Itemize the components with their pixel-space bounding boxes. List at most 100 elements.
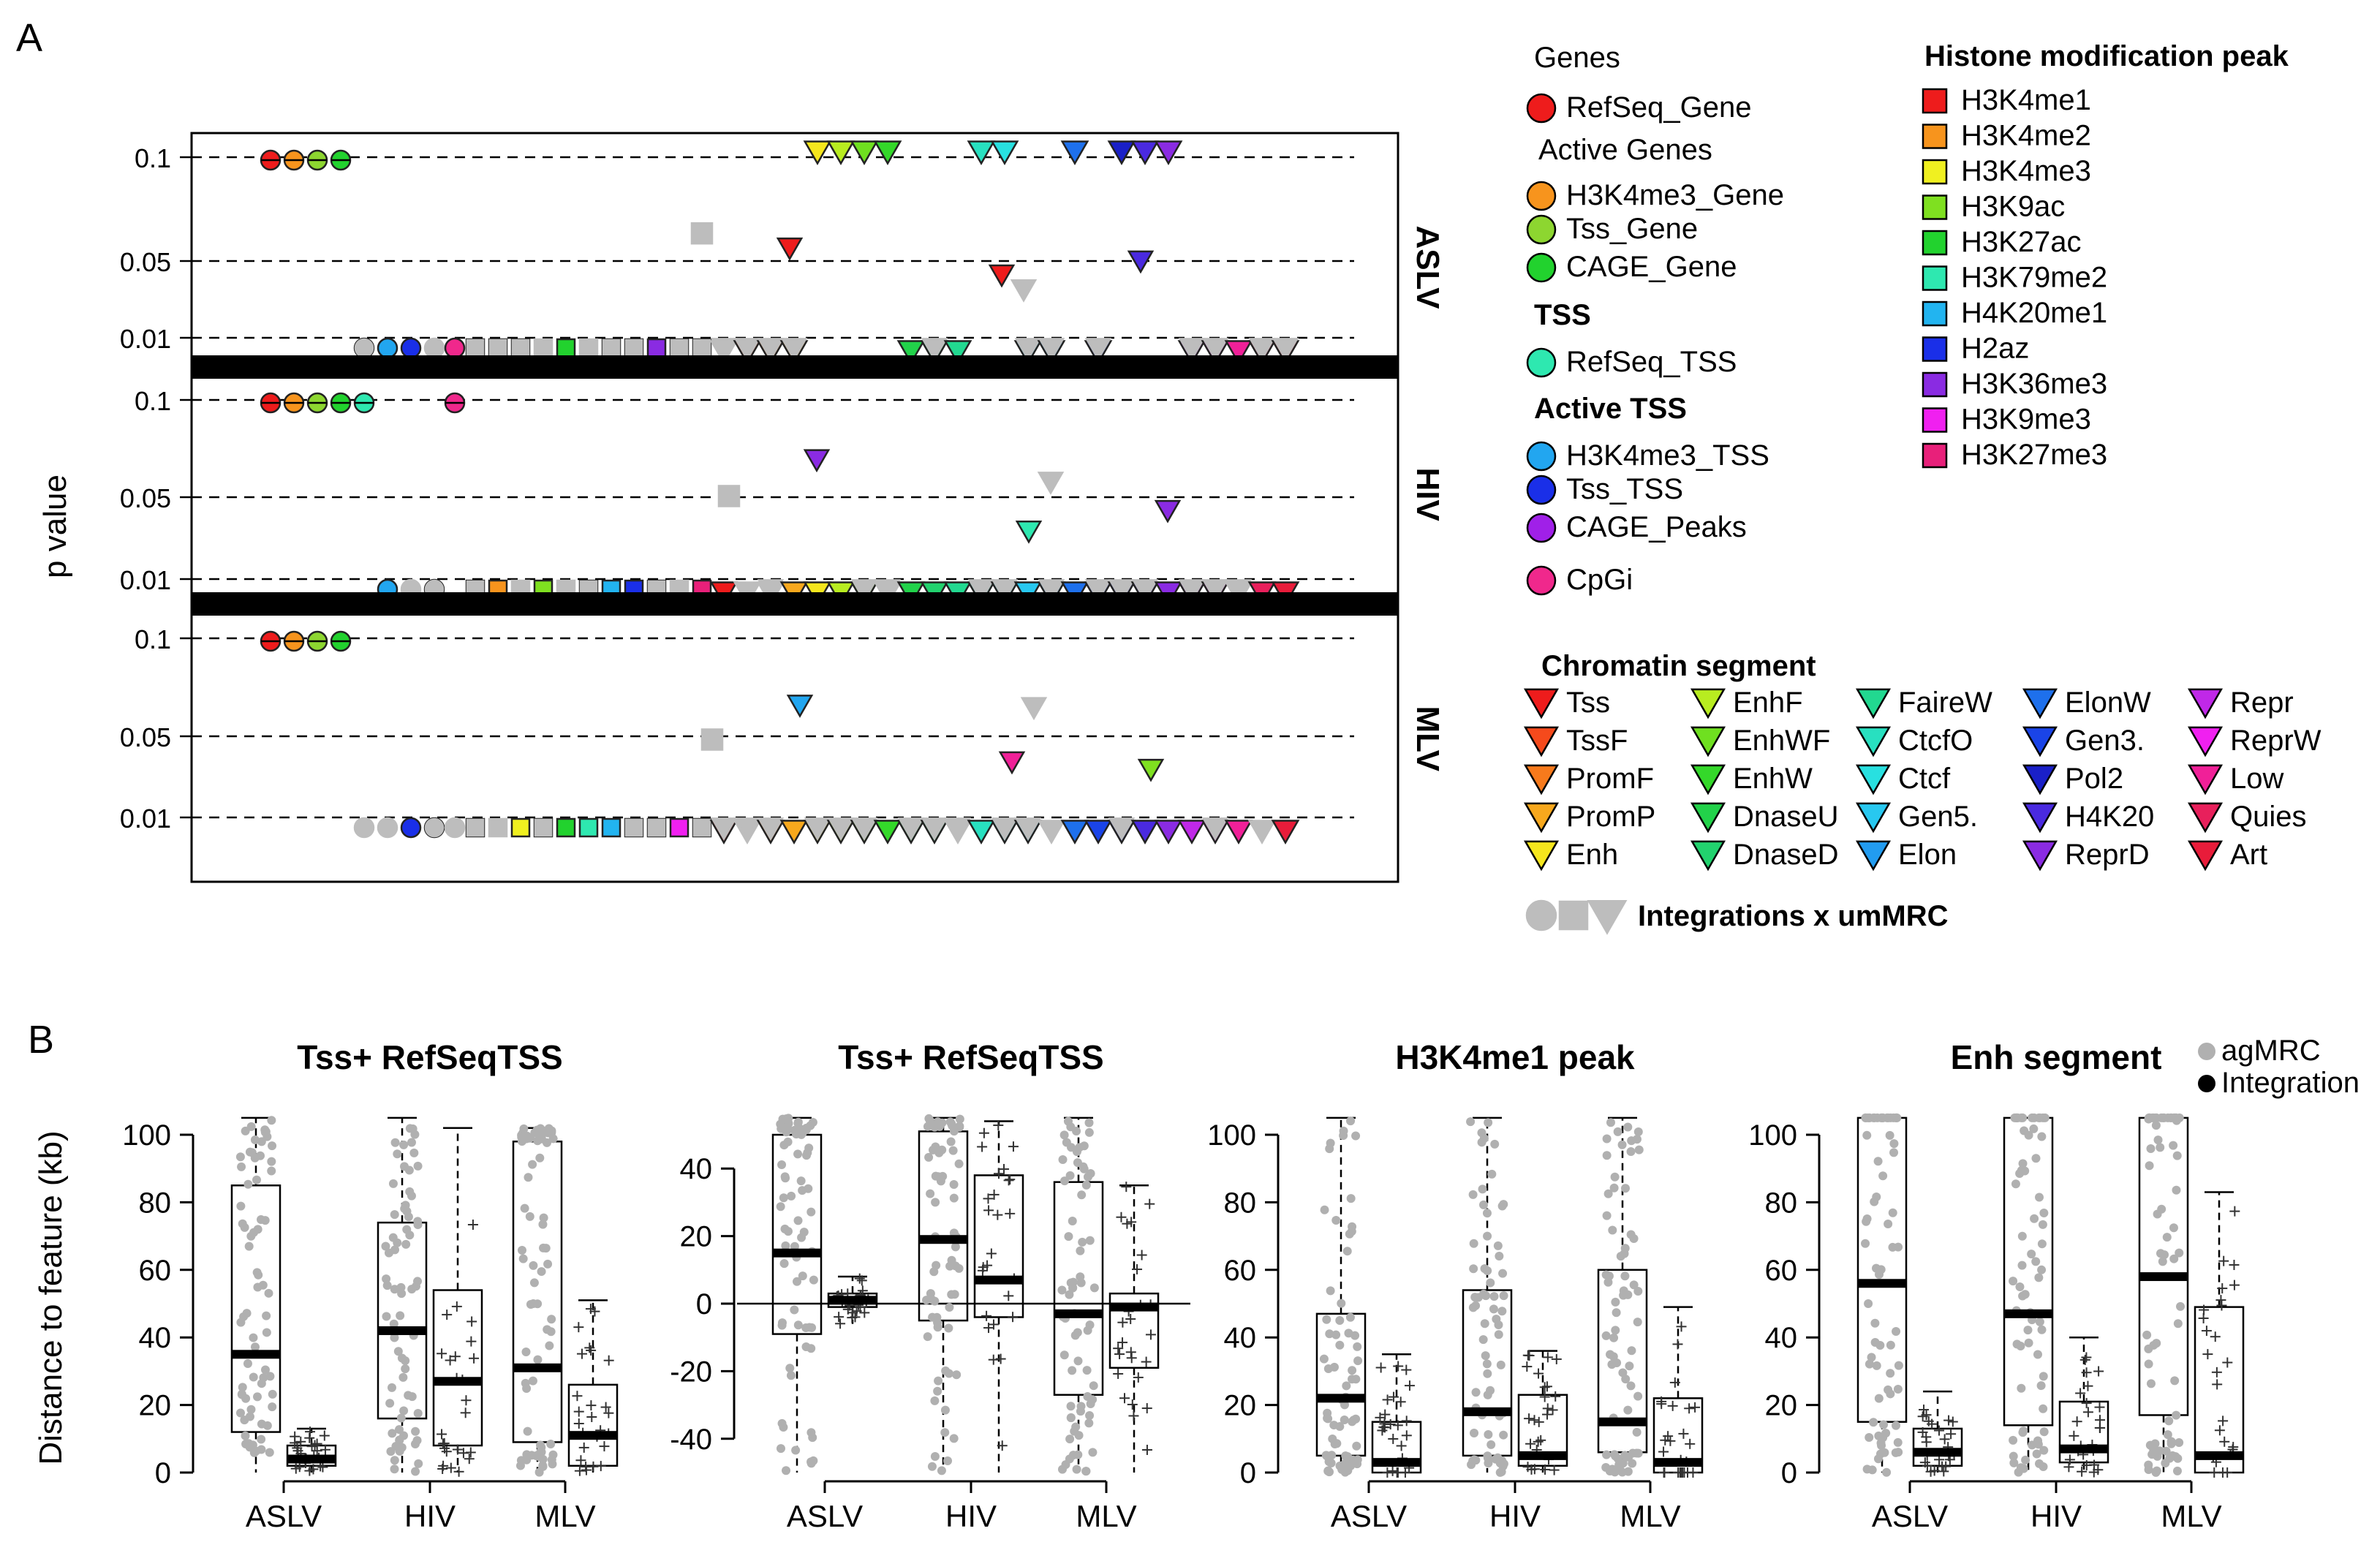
agmrc-point (793, 1320, 803, 1330)
agmrc-point (382, 1281, 392, 1290)
agmrc-point (2017, 1165, 2026, 1175)
agmrc-point (2144, 1359, 2153, 1369)
agmrc-point (2039, 1404, 2048, 1413)
agmrc-point (390, 1464, 399, 1474)
agmrc-point (2036, 1381, 2046, 1391)
agmrc-point (1326, 1286, 1335, 1296)
agmrc-point (262, 1311, 271, 1320)
legend-cage-gene-marker (1526, 252, 1557, 283)
legend-chromatin-label: Gen5. (1898, 801, 1978, 833)
agmrc-point (517, 1246, 526, 1255)
agmrc-point (1601, 1270, 1611, 1280)
legend-chromatin-label: Tss (1566, 687, 1610, 719)
legend-chromatin-marker (2022, 802, 2058, 834)
agmrc-point (1343, 1466, 1353, 1475)
agmrc-point (1320, 1205, 1329, 1214)
legend-chromatin-label: EnhW (1733, 763, 1813, 795)
agmrc-point (262, 1328, 271, 1337)
agmrc-point (411, 1426, 420, 1436)
agmrc-point (546, 1327, 556, 1337)
feature-marker (826, 140, 855, 166)
y-tick-label: 0.01 (120, 804, 171, 834)
agmrc-point (2017, 1261, 2027, 1270)
agmrc-point (2032, 1449, 2041, 1459)
agmrc-point (249, 1448, 259, 1457)
legend-histone-label: H3K27ac (1961, 226, 2082, 258)
agmrc-point (2039, 1427, 2049, 1437)
agmrc-point (797, 1233, 806, 1242)
agmrc-point (1469, 1239, 1478, 1248)
agmrc-point (268, 1141, 277, 1151)
agmrc-point (262, 1421, 272, 1430)
agmrc-point (2015, 1282, 2025, 1292)
agmrc-point (246, 1405, 256, 1414)
agmrc-point (792, 1130, 801, 1139)
ummrc-marker (466, 818, 485, 837)
agmrc-point (1623, 1467, 1633, 1476)
agmrc-point (267, 1166, 276, 1176)
boxplot-title: Tss+ RefSeqTSS (297, 1038, 562, 1076)
feature-marker (1247, 820, 1277, 845)
agmrc-point (1088, 1448, 1098, 1457)
agmrc-point (1082, 1366, 1092, 1375)
agmrc-point (2009, 1277, 2018, 1286)
legend-chromatin-label: H4K20 (2065, 801, 2154, 833)
y-tick-label: 60 (139, 1255, 172, 1287)
agmrc-point (1617, 1140, 1627, 1149)
agmrc-point (930, 1296, 940, 1306)
agmrc-point (1325, 1329, 1334, 1339)
feature-marker (1271, 820, 1300, 845)
agmrc-point (1623, 1405, 1633, 1415)
agmrc-point (1335, 1422, 1345, 1432)
agmrc-point (237, 1162, 246, 1171)
legend-chromatin-marker (1690, 688, 1726, 719)
agmrc-point (548, 1459, 557, 1469)
agmrc-point (1886, 1369, 1895, 1378)
legend-histone-marker (1922, 194, 1948, 220)
agmrc-point (537, 1130, 547, 1140)
agmrc-point (1602, 1450, 1612, 1459)
feature-marker (1154, 140, 1183, 166)
feature-marker (873, 820, 902, 845)
legend-chromatin-label: Ctcf (1898, 763, 1951, 795)
y-tick-label: 40 (139, 1322, 172, 1354)
x-tick-label: MLV (2161, 1499, 2221, 1533)
agmrc-point (1602, 1134, 1612, 1144)
agmrc-point (1089, 1283, 1099, 1293)
agmrc-point (1623, 1122, 1633, 1132)
ummrc-marker (850, 579, 878, 602)
agmrc-point (1865, 1113, 1874, 1122)
agmrc-point (1084, 1118, 1094, 1127)
row-label-mlv: MLV (1410, 706, 1446, 772)
agmrc-point (783, 1227, 793, 1236)
agmrc-point (2176, 1301, 2186, 1311)
agmrc-point (409, 1148, 419, 1157)
agmrc-point (518, 1254, 528, 1263)
agmrc-point (2020, 1290, 2030, 1299)
agmrc-point (1633, 1286, 1643, 1296)
feature-marker (803, 140, 832, 166)
legend-chromatin-label: EnhF (1733, 687, 1803, 719)
scattered-marker (988, 264, 1016, 288)
agmrc-point (1478, 1200, 1488, 1209)
agmrc-point (524, 1173, 533, 1182)
agmrc-point (389, 1319, 398, 1329)
plot-area (1315, 1116, 1704, 1478)
agmrc-point (257, 1215, 266, 1225)
agmrc-point (1483, 1231, 1492, 1241)
agmrc-point (1493, 1241, 1503, 1250)
agmrc-point (1862, 1130, 1872, 1140)
median-bar (1598, 1417, 1647, 1426)
y-tick-label: 20 (139, 1390, 172, 1422)
agmrc-point (1344, 1329, 1353, 1338)
legend-genes-title: Genes (1534, 42, 1620, 74)
agmrc-point (2028, 1113, 2037, 1122)
agmrc-point (1865, 1432, 1874, 1442)
agmrc-point (1331, 1330, 1341, 1339)
agmrc-point (260, 1365, 270, 1375)
feature-marker (1130, 820, 1160, 845)
scattered-marker (1037, 472, 1065, 495)
feature-marker (779, 820, 809, 845)
agmrc-point (1351, 1131, 1361, 1141)
agmrc-point (1478, 1335, 1488, 1345)
